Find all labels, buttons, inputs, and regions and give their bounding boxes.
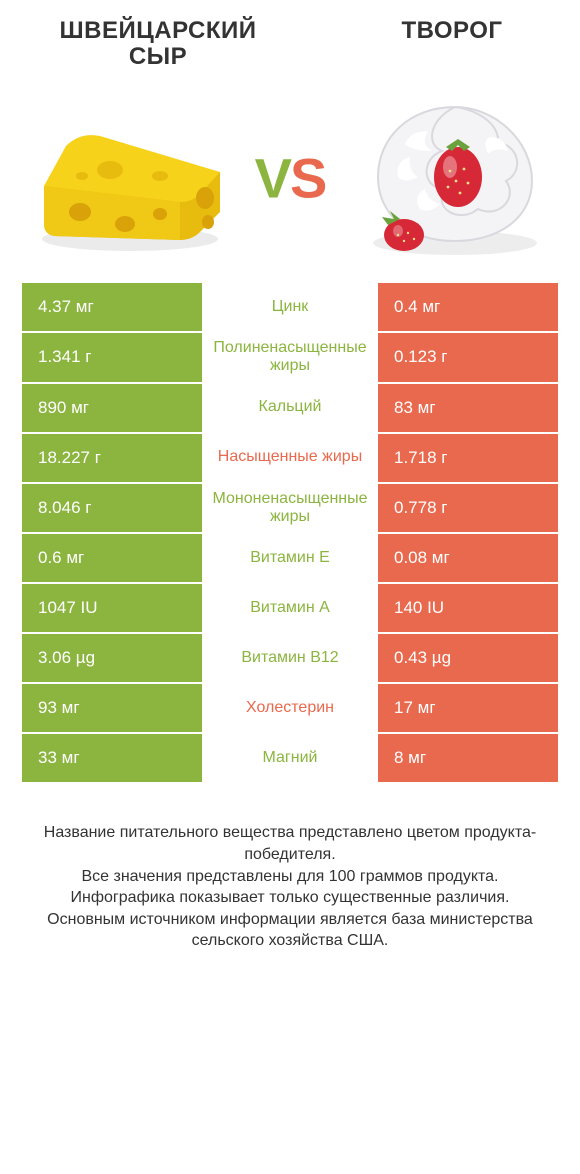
table-row: 1.341 гПолиненасыщенные жиры0.123 г — [22, 333, 558, 384]
table-row: 4.37 мгЦинк0.4 мг — [22, 283, 558, 333]
nutrient-label: Магний — [202, 734, 378, 782]
cheese-icon — [30, 94, 230, 254]
left-product-title: ШВЕЙЦАРСКИЙ СЫР — [28, 18, 288, 71]
left-value-cell: 3.06 µg — [22, 634, 202, 682]
right-value-cell: 1.718 г — [378, 434, 558, 482]
nutrient-label: Мононенасыщенные жиры — [202, 484, 378, 533]
right-value-cell: 0.123 г — [378, 333, 558, 382]
table-row: 1047 IUВитамин A140 IU — [22, 584, 558, 634]
left-value-cell: 890 мг — [22, 384, 202, 432]
left-value-cell: 8.046 г — [22, 484, 202, 533]
table-row: 3.06 µgВитамин B120.43 µg — [22, 634, 558, 684]
nutrient-label: Цинк — [202, 283, 378, 331]
right-product-title: ТВОРОГ — [352, 18, 552, 71]
right-value-cell: 140 IU — [378, 584, 558, 632]
footer-line-1: Название питательного вещества представл… — [22, 822, 558, 865]
footer-line-2: Все значения представлены для 100 граммо… — [22, 866, 558, 888]
right-value-cell: 8 мг — [378, 734, 558, 782]
left-value-cell: 18.227 г — [22, 434, 202, 482]
table-row: 33 мгМагний8 мг — [22, 734, 558, 784]
left-value-cell: 33 мг — [22, 734, 202, 782]
right-value-cell: 17 мг — [378, 684, 558, 732]
nutrient-label: Насыщенные жиры — [202, 434, 378, 482]
header: ШВЕЙЦАРСКИЙ СЫР ТВОРОГ — [0, 0, 580, 79]
left-value-cell: 0.6 мг — [22, 534, 202, 582]
left-value-cell: 93 мг — [22, 684, 202, 732]
nutrient-label: Холестерин — [202, 684, 378, 732]
right-value-cell: 83 мг — [378, 384, 558, 432]
left-value-cell: 1047 IU — [22, 584, 202, 632]
table-row: 0.6 мгВитамин E0.08 мг — [22, 534, 558, 584]
right-value-cell: 0.43 µg — [378, 634, 558, 682]
nutrient-label: Витамин A — [202, 584, 378, 632]
nutrient-label: Витамин B12 — [202, 634, 378, 682]
table-row: 890 мгКальций83 мг — [22, 384, 558, 434]
left-value-cell: 4.37 мг — [22, 283, 202, 331]
table-row: 18.227 гНасыщенные жиры1.718 г — [22, 434, 558, 484]
comparison-infographic: ШВЕЙЦАРСКИЙ СЫР ТВОРОГ VS — [0, 0, 580, 1174]
nutrient-label: Полиненасыщенные жиры — [202, 333, 378, 382]
table-row: 8.046 гМононенасыщенные жиры0.778 г — [22, 484, 558, 535]
right-value-cell: 0.778 г — [378, 484, 558, 533]
table-row: 93 мгХолестерин17 мг — [22, 684, 558, 734]
right-value-cell: 0.4 мг — [378, 283, 558, 331]
cottage-cheese-icon — [360, 89, 550, 259]
right-value-cell: 0.08 мг — [378, 534, 558, 582]
nutrition-table: 4.37 мгЦинк0.4 мг1.341 гПолиненасыщенные… — [0, 283, 580, 785]
vs-label: VS — [255, 145, 326, 210]
vs-v-char: V — [255, 146, 290, 209]
left-value-cell: 1.341 г — [22, 333, 202, 382]
nutrient-label: Кальций — [202, 384, 378, 432]
footer-notes: Название питательного вещества представл… — [0, 784, 580, 952]
footer-line-4: Основным источником информации является … — [22, 909, 558, 952]
vs-s-char: S — [290, 146, 325, 209]
product-images-row: VS — [0, 79, 580, 283]
nutrient-label: Витамин E — [202, 534, 378, 582]
footer-line-3: Инфографика показывает только существенн… — [22, 887, 558, 909]
